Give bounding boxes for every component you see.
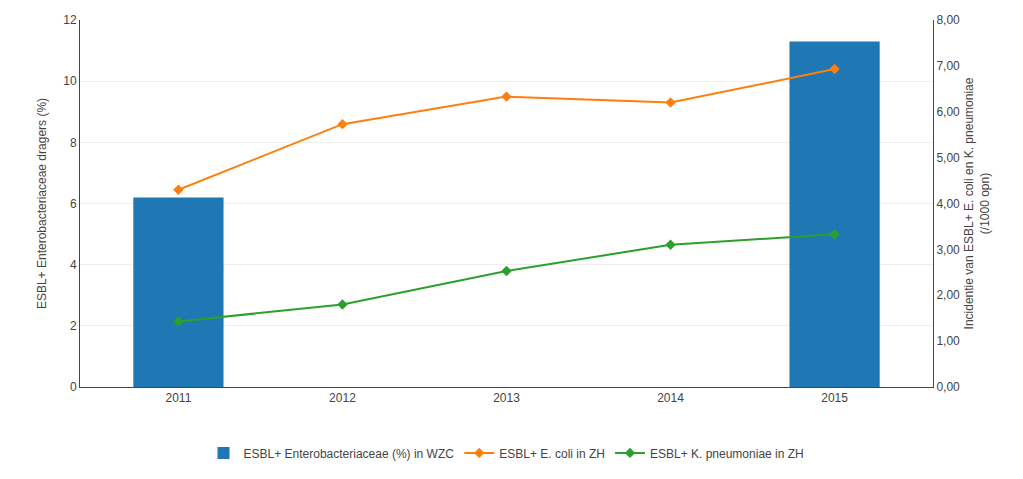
svg-text:8: 8 xyxy=(70,136,77,150)
svg-text:4: 4 xyxy=(70,258,77,272)
svg-text:ESBL+ E. coli in ZH: ESBL+ E. coli in ZH xyxy=(499,447,605,461)
svg-text:6: 6 xyxy=(70,197,77,211)
svg-text:2013: 2013 xyxy=(493,391,520,405)
svg-text:2012: 2012 xyxy=(329,391,356,405)
svg-text:ESBL+ Enterobacteriaceae (%) i: ESBL+ Enterobacteriaceae (%) in WZC xyxy=(244,447,455,461)
svg-text:5,00: 5,00 xyxy=(936,151,960,165)
svg-text:12: 12 xyxy=(63,13,77,27)
svg-text:ESBL+ Enterobacteriaceae drage: ESBL+ Enterobacteriaceae dragers (%) xyxy=(35,98,49,309)
svg-text:Incidentie van ESBL+ E. coli e: Incidentie van ESBL+ E. coli en K. pneum… xyxy=(962,77,992,329)
svg-text:2,00: 2,00 xyxy=(936,288,960,302)
svg-text:2015: 2015 xyxy=(821,391,848,405)
svg-text:ESBL+ K. pneumoniae in ZH: ESBL+ K. pneumoniae in ZH xyxy=(650,447,804,461)
svg-text:0,00: 0,00 xyxy=(936,380,960,394)
svg-text:2: 2 xyxy=(70,319,77,333)
svg-text:0: 0 xyxy=(70,380,77,394)
svg-text:7,00: 7,00 xyxy=(936,59,960,73)
svg-text:2014: 2014 xyxy=(657,391,684,405)
svg-text:1,00: 1,00 xyxy=(936,334,960,348)
svg-text:4,00: 4,00 xyxy=(936,197,960,211)
svg-text:2011: 2011 xyxy=(166,391,192,405)
svg-text:3,00: 3,00 xyxy=(936,243,960,257)
svg-text:6,00: 6,00 xyxy=(936,105,960,119)
svg-text:10: 10 xyxy=(63,74,77,88)
svg-text:8,00: 8,00 xyxy=(936,13,960,27)
